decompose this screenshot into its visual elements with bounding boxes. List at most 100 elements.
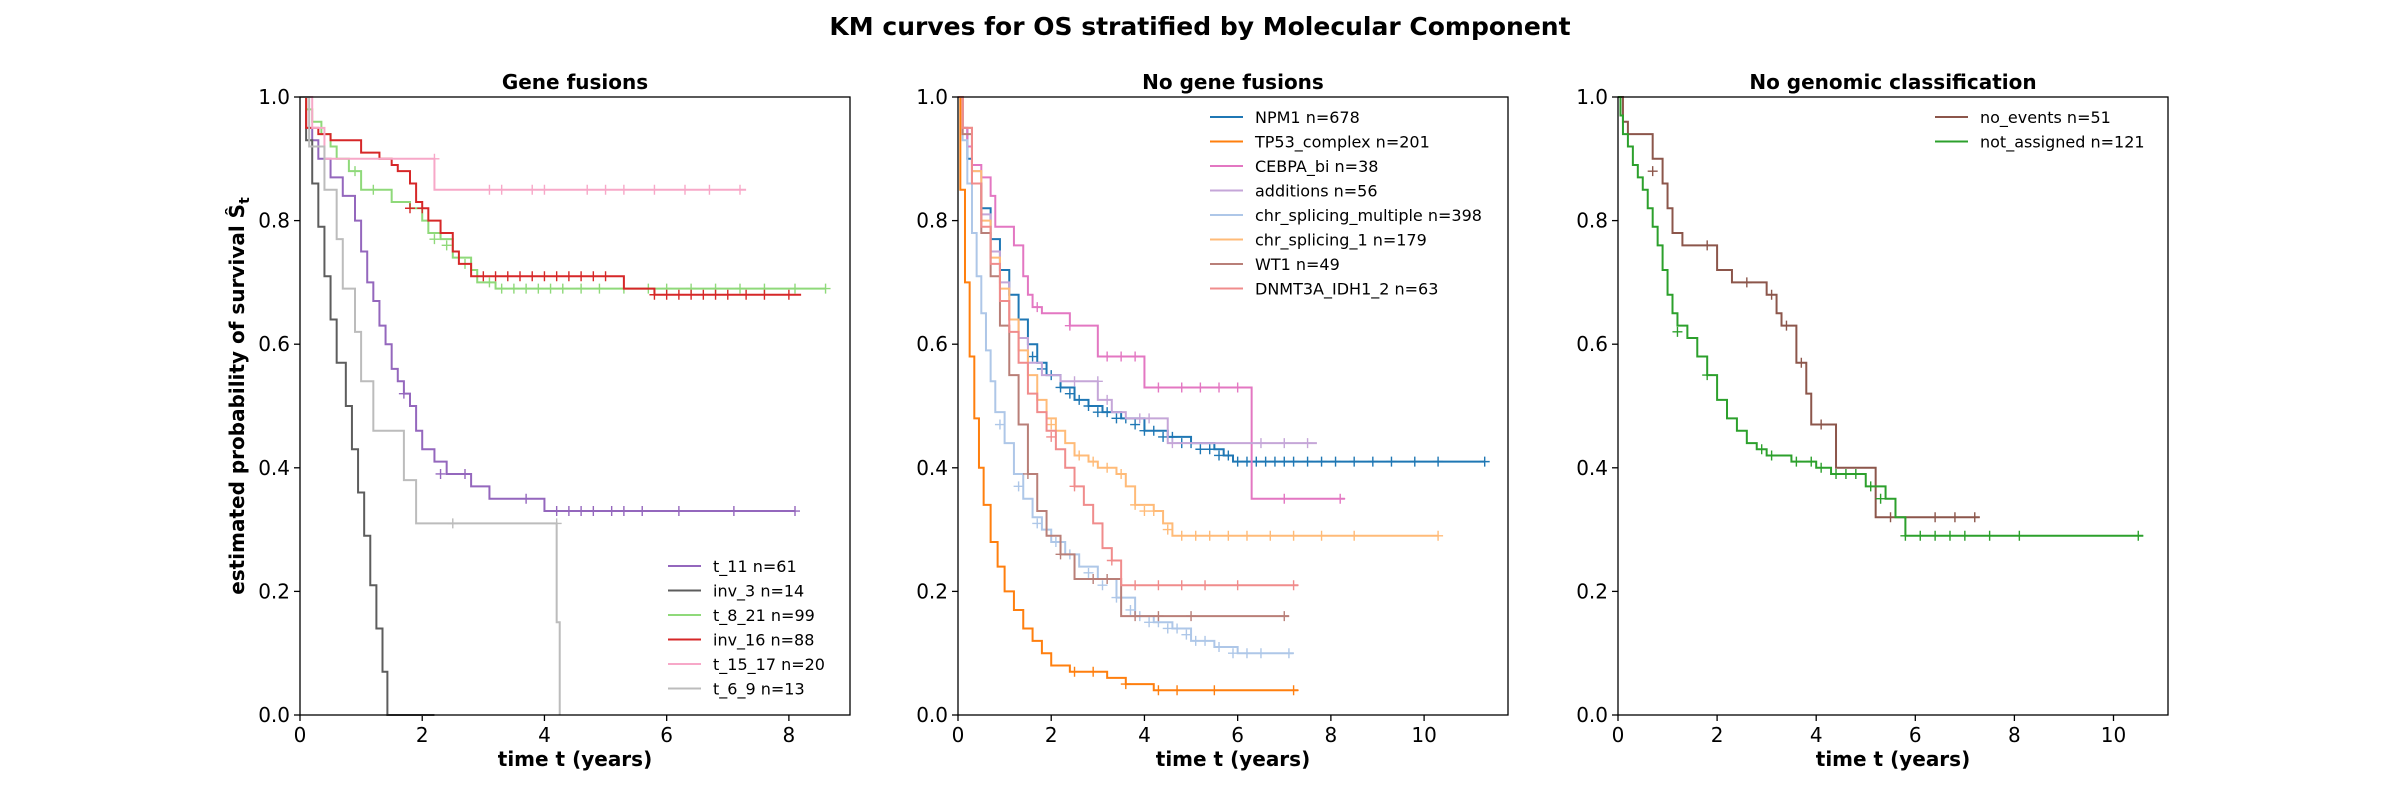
censor-mark <box>539 184 550 195</box>
censor-mark <box>1214 382 1225 393</box>
panel-no-gene-fusions: No gene fusions time t (years) 0 2 4 6 8 10 0.… <box>916 70 1509 771</box>
series-7 <box>958 96 1290 622</box>
censor-mark <box>1232 580 1243 591</box>
x-tick-label: 4 <box>1138 723 1151 747</box>
censor-mark <box>735 184 745 195</box>
censor-mark <box>1190 635 1201 646</box>
censor-mark <box>1875 493 1886 504</box>
censor-mark <box>606 506 617 517</box>
series-6 <box>300 96 562 715</box>
legend: no_events n=51 not_assigned n=121 <box>1935 108 2145 153</box>
censor-mark <box>741 289 752 300</box>
x-tick-label: 8 <box>783 723 796 747</box>
legend-label: t_8_21 n=99 <box>713 606 815 626</box>
censor-mark <box>429 153 440 164</box>
censor-mark <box>563 506 574 517</box>
censor-mark <box>1288 580 1299 591</box>
y-tick-label: 0.0 <box>258 703 290 727</box>
censor-mark <box>1232 456 1243 467</box>
y-tick-label: 1.0 <box>916 85 948 109</box>
censor-mark <box>1102 351 1113 362</box>
plot-frame <box>957 96 1509 716</box>
censor-mark <box>1144 413 1155 424</box>
km-step-line <box>958 96 1299 587</box>
censor-mark <box>1088 574 1099 585</box>
censor-mark <box>490 271 501 282</box>
censor-mark <box>1930 530 1941 541</box>
censor-mark <box>1055 549 1066 560</box>
y-tick-label: 0.0 <box>916 703 948 727</box>
series-8 <box>958 96 1299 591</box>
panel-no-genomic-classification: No genomic classification time t (years)… <box>1576 70 2169 771</box>
censor-mark <box>680 184 690 195</box>
y-tick-label: 0.8 <box>1576 209 1608 233</box>
censor-mark <box>1120 679 1131 690</box>
censor-mark <box>673 506 684 517</box>
censor-mark <box>1279 438 1290 449</box>
series-1 <box>1618 96 1980 523</box>
censor-mark <box>1176 382 1187 393</box>
censor-mark <box>350 166 360 177</box>
censor-mark <box>508 283 519 294</box>
censor-mark <box>582 184 593 195</box>
censor-mark <box>1200 635 1211 646</box>
censor-mark <box>447 518 458 529</box>
x-tick-label: 10 <box>2101 723 2126 747</box>
censor-mark <box>1433 456 1444 467</box>
legend-label: no_events n=51 <box>1980 108 2111 128</box>
censor-mark <box>1349 530 1360 541</box>
series-5 <box>958 96 1294 659</box>
censor-mark <box>1204 530 1215 541</box>
censor-mark <box>1106 555 1117 566</box>
series-1 <box>300 96 800 517</box>
censor-mark <box>820 283 831 294</box>
censor-mark <box>502 271 513 282</box>
censor-mark <box>429 234 440 245</box>
series-2 <box>958 96 1299 696</box>
censor-mark <box>1032 518 1043 529</box>
censor-mark <box>1176 530 1187 541</box>
censor-mark <box>576 283 587 294</box>
y-axis-label: estimated probability of survival Ŝt <box>225 197 253 595</box>
censor-mark <box>1050 536 1061 547</box>
legend-label: TP53_complex n=201 <box>1254 133 1430 153</box>
censor-mark <box>1831 468 1842 479</box>
censor-mark <box>1885 512 1896 523</box>
censor-mark <box>1288 530 1299 541</box>
censor-mark <box>661 289 672 300</box>
censor-mark <box>484 184 495 195</box>
km-step-line <box>300 96 561 715</box>
legend: t_11 n=61 inv_3 n=14 t_8_21 n=99 inv_16 n=8… <box>668 557 825 700</box>
panel-gene-fusions: Gene fusions time t (years) estimated pr… <box>225 70 851 771</box>
censor-mark <box>1791 456 1802 467</box>
censor-mark <box>1130 351 1141 362</box>
x-tick-label: 2 <box>1711 723 1724 747</box>
censor-mark <box>1069 666 1080 677</box>
censor-mark <box>1283 648 1294 659</box>
censor-mark <box>545 283 556 294</box>
censor-mark <box>1241 456 1252 467</box>
censor-mark <box>600 184 611 195</box>
censor-mark <box>1944 530 1955 541</box>
censor-mark <box>1069 376 1080 387</box>
censor-mark <box>1190 530 1201 541</box>
censor-mark <box>1102 574 1113 585</box>
censor-mark <box>1386 456 1397 467</box>
censor-mark <box>1255 648 1266 659</box>
censor-mark <box>1915 530 1926 541</box>
censor-mark <box>1130 580 1141 591</box>
censor-mark <box>1865 481 1876 492</box>
km-step-line <box>300 96 435 716</box>
y-tick-label: 0.6 <box>916 332 948 356</box>
km-curves <box>958 96 1490 696</box>
censor-mark <box>1055 382 1066 393</box>
censor-mark <box>563 271 574 282</box>
censor-mark <box>1647 166 1658 177</box>
censor-mark <box>435 468 446 479</box>
y-tick-label: 0.0 <box>1576 703 1608 727</box>
y-tick-label: 0.8 <box>258 209 290 233</box>
y-tick-label: 1.0 <box>258 85 290 109</box>
censor-mark <box>1279 493 1290 504</box>
censor-mark <box>521 283 532 294</box>
censor-mark <box>704 184 715 195</box>
